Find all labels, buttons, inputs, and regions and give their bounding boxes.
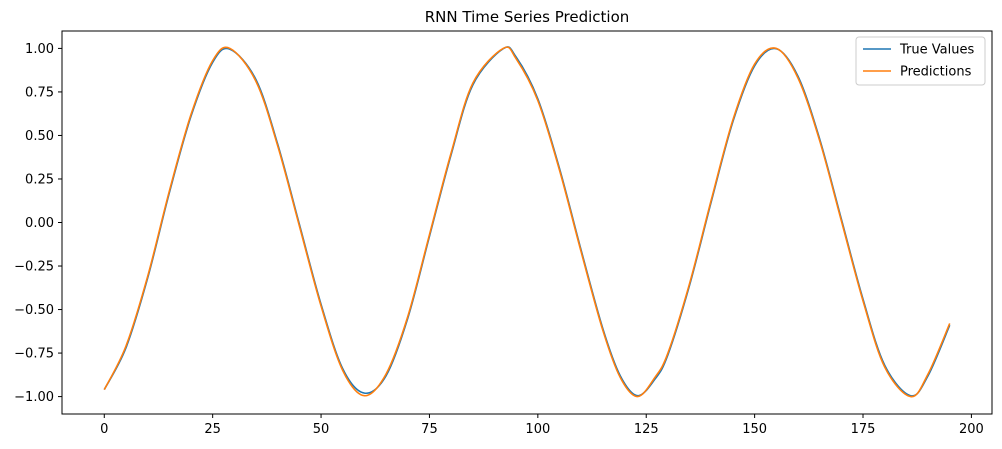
x-tick-label: 200	[959, 422, 984, 437]
series-line-predictions	[103, 46, 951, 398]
x-tick-label: 150	[742, 422, 767, 437]
y-tick-label: 0.50	[25, 129, 54, 144]
x-tick-label: 50	[313, 422, 330, 437]
x-tick-label: 75	[421, 422, 438, 437]
y-axis-ticks: 1.00 0.75 0.50 0.25 0.00 −0.25 −0.50 −0.75 −1.00	[14, 42, 62, 405]
x-axis-ticks: 0 25 50 75 100 125 150 175 200	[100, 414, 984, 437]
legend-label-true-values: True Values	[899, 43, 974, 58]
x-tick-label: 25	[204, 422, 221, 437]
plot-frame	[61, 30, 993, 415]
series-lines	[103, 46, 951, 398]
y-tick-label: −0.50	[14, 303, 54, 318]
legend: True Values Predictions	[855, 36, 986, 86]
x-tick-label: 100	[525, 422, 550, 437]
y-tick-label: 0.75	[25, 85, 54, 100]
y-tick-label: 0.25	[25, 172, 54, 187]
legend-label-predictions: Predictions	[900, 65, 972, 80]
y-tick-label: −0.75	[14, 347, 54, 362]
y-tick-label: −1.00	[14, 390, 54, 405]
chart-title: RNN Time Series Prediction	[425, 8, 630, 26]
x-tick-label: 175	[851, 422, 876, 437]
y-tick-label: −0.25	[14, 260, 54, 275]
x-tick-label: 125	[634, 422, 659, 437]
y-tick-label: 1.00	[25, 42, 54, 57]
y-tick-label: 0.00	[25, 216, 54, 231]
x-tick-label: 0	[100, 422, 108, 437]
